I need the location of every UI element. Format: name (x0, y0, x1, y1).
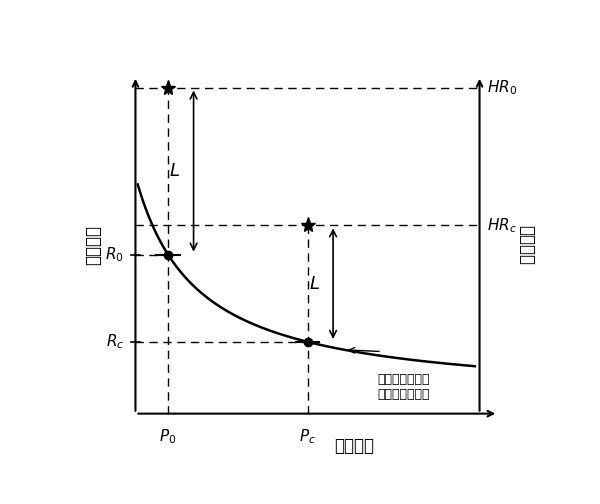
Text: 界面压力: 界面压力 (334, 437, 374, 455)
Text: $HR_0$: $HR_0$ (487, 78, 517, 97)
Text: $P_c$: $P_c$ (299, 427, 316, 446)
Text: $R_c$: $R_c$ (106, 333, 124, 351)
Text: $P_0$: $P_0$ (160, 427, 176, 446)
Text: 接触热阱: 接触热阱 (517, 225, 535, 265)
Text: 接触电阱: 接触电阱 (85, 225, 103, 265)
Text: 接触电阱随界面
压力的变化曲线: 接触电阱随界面 压力的变化曲线 (377, 373, 430, 401)
Text: $HR_c$: $HR_c$ (487, 216, 516, 235)
Text: $R_0$: $R_0$ (105, 245, 124, 264)
Text: L: L (310, 275, 319, 293)
Text: L: L (170, 162, 180, 180)
